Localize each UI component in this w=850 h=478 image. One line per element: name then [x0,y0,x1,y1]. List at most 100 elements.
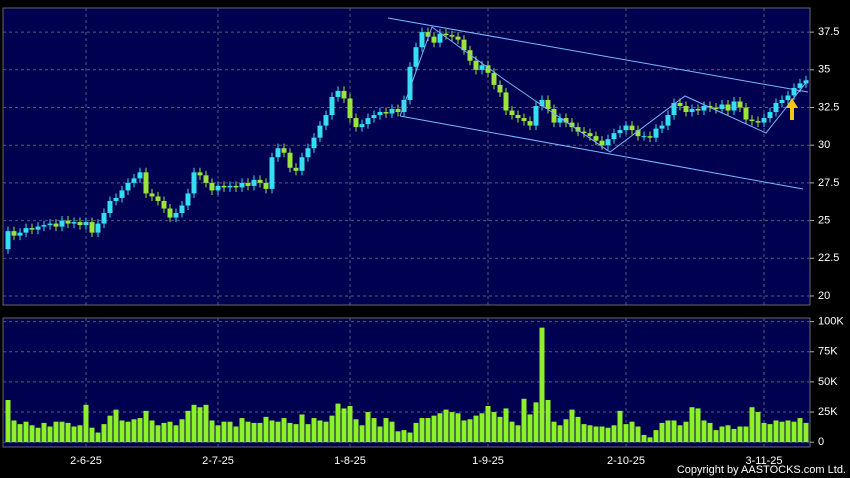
candle-body [797,83,803,88]
volume-bar [77,425,83,443]
candle-body [215,185,221,191]
candle-body [203,175,209,183]
y-tick-label: 25K [818,406,838,418]
candle-body [263,182,269,189]
y-tick-label: 35 [818,64,830,76]
candle-body [185,193,191,206]
volume-bar [215,425,221,443]
candle-body [191,172,197,194]
candle-body [479,65,485,70]
volume-bar [467,419,473,443]
volume-bar [779,421,785,443]
candle-body [551,109,557,123]
volume-bar [743,426,749,443]
volume-bar [569,409,575,443]
volume-bar [485,406,491,443]
volume-bar [149,420,155,443]
candle-body [527,121,533,126]
volume-bar [329,415,335,443]
volume-bar [371,418,377,443]
volume-bar [755,412,761,443]
volume-bar [545,399,551,443]
volume-bar [221,421,227,443]
candle-body [773,102,779,113]
candle-body [785,95,791,100]
candle-body [395,109,401,113]
candle-body [749,119,755,122]
candle-body [539,99,545,106]
volume-bar [107,415,113,443]
candle-body [485,65,491,73]
volume-bar [335,403,341,443]
volume-bar [695,408,701,443]
marks-layer [5,27,809,443]
candle-body [227,185,233,188]
candle-body [173,213,179,218]
volume-bar [233,426,239,443]
y-tick-label: 20 [818,290,830,302]
volume-bar [263,416,269,443]
candle-body [437,33,443,43]
candle-body [743,107,749,120]
volume-bar [269,420,275,443]
candle-body [197,172,203,176]
candle-body [599,140,605,146]
volume-bar [275,421,281,443]
candle-body [557,118,563,123]
candle-body [5,231,11,250]
volume-bar [251,422,257,443]
volume-bar [551,421,557,443]
volume-bar [563,419,569,443]
candle-body [17,232,23,236]
candle-body [419,32,425,48]
candle-body [239,182,245,188]
candle-body [473,60,479,70]
candle-body [725,104,731,111]
volume-bar [281,418,287,443]
volume-bar [659,422,665,443]
volume-bar [131,419,137,443]
candle-body [431,36,437,43]
volume-bar [623,424,629,443]
volume-bar [203,404,209,443]
volume-bar [515,425,521,443]
volume-bar [119,420,125,443]
candle-body [413,47,419,67]
volume-bar [299,414,305,443]
candle-body [317,125,323,138]
volume-bar [143,410,149,443]
volume-bar [497,416,503,443]
candle-body [377,112,383,116]
volume-bar [737,426,743,443]
volume-bar [575,416,581,443]
candle-body [35,226,41,230]
candle-body [695,109,701,111]
candle-body [755,121,761,123]
candle-body [593,136,599,141]
volume-bar [665,420,671,443]
candle-body [665,115,671,126]
candle-body [161,200,167,209]
volume-bar [83,404,89,443]
channel-upper [387,17,809,93]
candle-body [515,115,521,119]
copyright: Copyright by AASTOCKS.com Ltd. [677,464,846,476]
volume-bar [527,414,533,443]
y-tick-label: 30 [818,139,830,151]
volume-bar [767,424,773,443]
candle-body [563,118,569,123]
candle-body [569,122,575,128]
candle-body [11,231,17,236]
volume-bar [209,420,215,443]
candle-body [425,32,431,37]
candle-body [719,104,725,110]
volume-bar [23,421,29,443]
x-tick-label: 2-10-25 [607,455,645,467]
candle-body [311,137,317,149]
volume-bar [41,422,47,443]
volume-bar [287,422,293,443]
candle-body [47,223,53,226]
volume-bar [155,425,161,443]
price-panel [2,7,811,306]
volume-bar [125,421,131,443]
